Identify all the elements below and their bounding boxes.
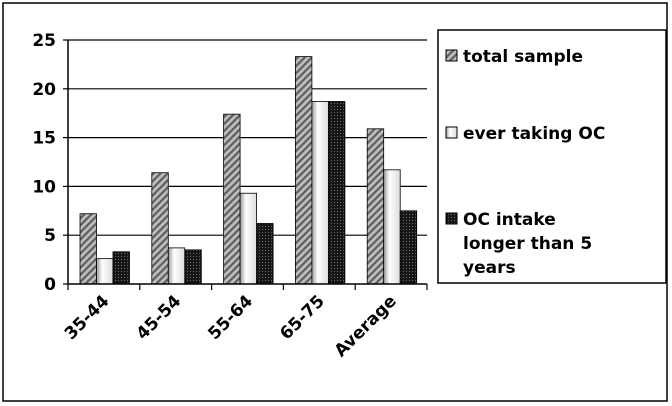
- bar-oc-intake-longer-than-5-years-55-64: [256, 223, 274, 285]
- bar-oc-intake-longer-than-5-years-average: [399, 210, 418, 285]
- y-tick-label-0: 0: [44, 275, 56, 295]
- bar-oc-intake-longer-than-5-years-45-54: [184, 249, 202, 285]
- bar-ever-taking-oc-55-64: [239, 192, 258, 285]
- bar-total-sample-55-64: [223, 113, 241, 285]
- legend: total sample ever taking OC OC intake lo…: [437, 29, 667, 284]
- legend-label-oc-intake-line2: longer than 5: [463, 234, 592, 254]
- bar-oc-intake-longer-than-5-years-65-75: [327, 101, 346, 285]
- bar-total-sample-65-75: [294, 56, 313, 285]
- legend-swatch-ever-taking-oc: [445, 126, 458, 139]
- y-tick-label-25: 25: [32, 31, 56, 51]
- bar-ever-taking-oc-average: [383, 169, 401, 285]
- bar-ever-taking-oc-35-44: [96, 258, 114, 285]
- bar-total-sample-45-54: [151, 172, 169, 285]
- legend-box: [437, 29, 667, 284]
- legend-swatch-total-sample: [445, 49, 458, 62]
- y-tick-label-20: 20: [32, 80, 56, 100]
- legend-label-total-sample: total sample: [463, 47, 583, 67]
- bar-oc-intake-longer-than-5-years-35-44: [112, 251, 130, 285]
- bar-ever-taking-oc-45-54: [167, 247, 186, 285]
- bar-total-sample-35-44: [79, 213, 97, 285]
- bars: [79, 56, 418, 285]
- y-tick-labels: 0 5 10 15 20 25: [32, 31, 68, 295]
- bar-ever-taking-oc-65-75: [311, 101, 329, 285]
- legend-swatch-oc-intake: [445, 212, 458, 225]
- legend-label-oc-intake-line1: OC intake: [463, 210, 556, 230]
- bar-total-sample-average: [366, 128, 385, 285]
- y-tick-label-10: 10: [32, 177, 56, 197]
- legend-label-oc-intake-line3: years: [463, 258, 516, 278]
- y-tick-label-5: 5: [44, 226, 56, 246]
- legend-label-ever-taking-oc: ever taking OC: [463, 124, 605, 144]
- axes: [67, 40, 428, 290]
- y-tick-label-15: 15: [32, 129, 56, 149]
